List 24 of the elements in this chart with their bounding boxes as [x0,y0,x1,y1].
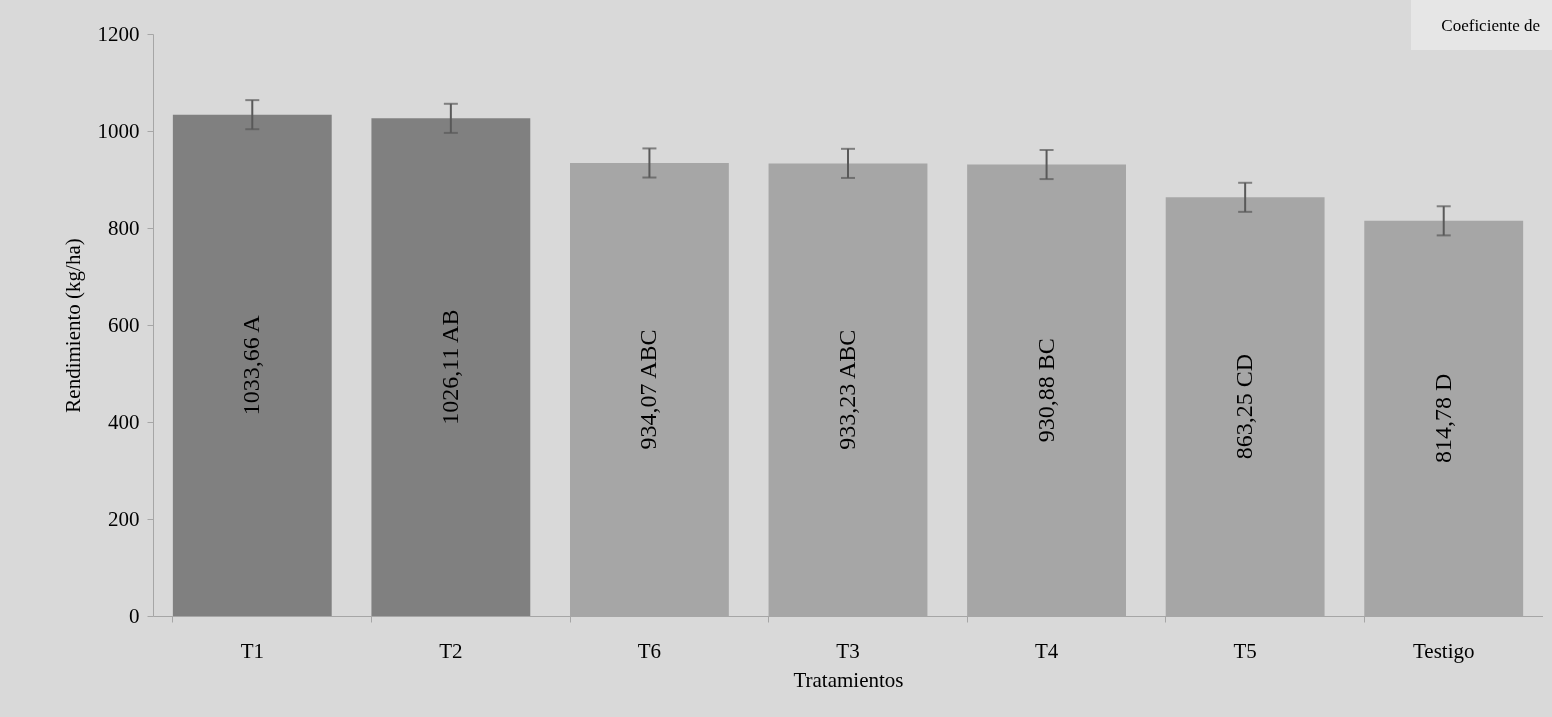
data-label: 863,25 CD [1231,353,1258,460]
y-tick-label: 1200 [97,21,140,46]
x-tick-label: T6 [637,638,662,663]
y-tick-label: 0 [129,603,140,628]
data-label: 933,23 ABC [834,329,860,450]
annotation: Coeficiente de [1411,0,1552,50]
x-tick-label: T5 [1233,638,1257,663]
x-tick-label: T2 [439,638,463,663]
x-tick-label: T1 [240,638,264,663]
y-tick-label: 600 [108,312,140,337]
y-tick-label: 400 [108,409,140,434]
x-tick-label: Testigo [1412,638,1475,663]
x-axis-title: Tratamientos [793,667,904,692]
data-label: 930,88 BC [1032,338,1059,443]
data-label: 814,78 D [1429,373,1456,464]
y-tick-label: 800 [108,215,140,240]
data-label: 934,07 ABC [635,329,662,450]
x-tick-label: T4 [1034,638,1059,663]
y-tick-label: 200 [108,506,140,531]
y-tick-label: 1000 [97,118,140,143]
y-axis-title: Rendimiento (kg/ha) [60,238,85,413]
x-tick-label: T3 [836,638,860,663]
data-label: 1026,11 AB [436,309,463,425]
data-label: 1033,66 A [238,314,265,416]
